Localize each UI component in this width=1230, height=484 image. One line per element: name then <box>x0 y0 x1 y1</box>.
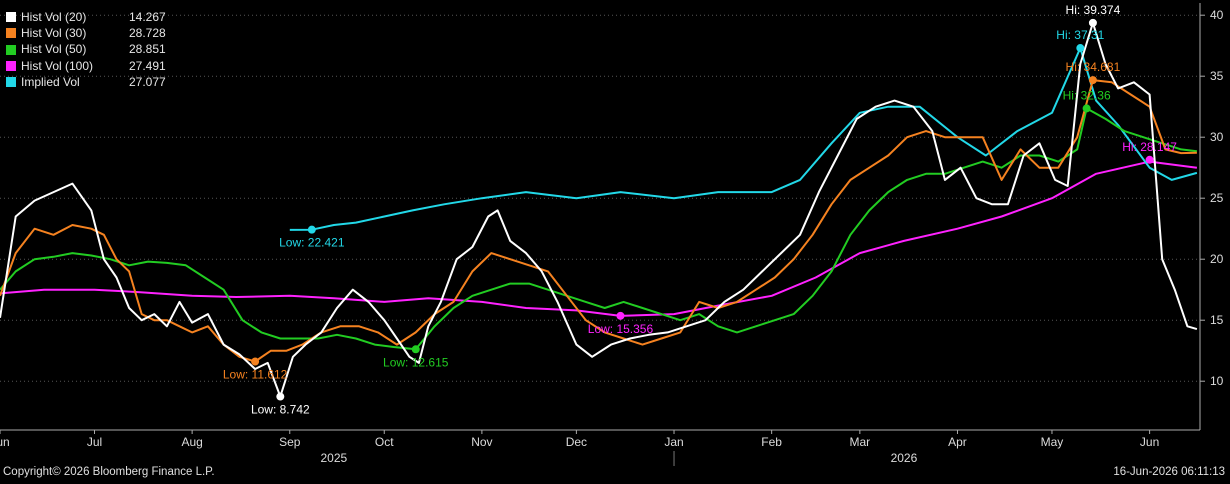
legend-item: Hist Vol (100) 27.491 <box>6 58 166 74</box>
legend-swatch <box>6 44 16 55</box>
annotation-label: Low: 11.612 <box>223 368 288 382</box>
legend-item: Hist Vol (20) 14.267 <box>6 9 166 25</box>
annotation-label: Hi: 34.681 <box>1066 60 1121 74</box>
x-tick-label: Jun <box>1140 435 1159 449</box>
x-tick-label: Feb <box>761 435 782 449</box>
annotation-marker <box>1088 18 1097 27</box>
legend-series-value: 14.267 <box>129 10 166 24</box>
y-tick-label: 20 <box>1210 252 1224 266</box>
x-tick-label: Sep <box>279 435 301 449</box>
annotation-marker <box>1088 76 1097 85</box>
annotation-label: Low: 22.421 <box>279 236 345 250</box>
legend-series-value: 28.728 <box>129 26 166 41</box>
annotation-label: Hi: 28.147 <box>1122 140 1177 154</box>
series-line-2 <box>0 79 1197 363</box>
legend-item: Implied Vol 27.077 <box>6 74 166 90</box>
series-line-3 <box>0 107 1198 351</box>
chart-legend: Hist Vol (20) 14.267 Hist Vol (30) 28.728 Hi… <box>6 9 166 90</box>
annotation-label: Low: 15.356 <box>588 322 654 336</box>
x-tick-label: Mar <box>850 435 871 449</box>
legend-series-name: Hist Vol (30) <box>21 26 87 41</box>
annotation-marker <box>1076 44 1085 53</box>
annotation-label: Low: 12.615 <box>383 355 449 369</box>
y-tick-label: 30 <box>1210 130 1224 144</box>
legend-swatch <box>6 76 16 87</box>
legend-series-name: Hist Vol (50) <box>21 42 87 57</box>
legend-swatch <box>6 60 16 71</box>
y-tick-label: 10 <box>1210 374 1224 388</box>
legend-series-name: Hist Vol (20) <box>21 10 87 24</box>
annotation-label: Hi: 39.374 <box>1066 3 1121 17</box>
legend-swatch <box>6 12 16 23</box>
annotation-marker <box>251 357 260 366</box>
series-line-1 <box>0 21 1198 398</box>
y-tick-label: 40 <box>1210 8 1224 22</box>
annotation-marker <box>411 345 420 354</box>
annotation-marker <box>307 225 316 234</box>
annotation-label: Hi: 37.31 <box>1056 28 1104 42</box>
x-tick-label: Jul <box>87 435 102 449</box>
x-tick-label: Jun <box>0 435 10 449</box>
copyright-text: Copyright© 2026 Bloomberg Finance L.P. <box>3 466 215 478</box>
x-tick-label: May <box>1041 435 1064 449</box>
series-line-4 <box>0 160 1198 317</box>
legend-item: Hist Vol (50) 28.851 <box>6 41 166 57</box>
y-tick-label: 15 <box>1210 313 1224 327</box>
legend-swatch <box>6 28 16 39</box>
x-tick-label: Dec <box>566 435 587 449</box>
annotation-marker <box>1082 104 1091 113</box>
x-tick-label: Oct <box>375 435 394 449</box>
legend-series-name: Hist Vol (100) <box>21 58 94 73</box>
timestamp-text: 16-Jun-2026 06:11:13 <box>1113 466 1225 478</box>
legend-item: Hist Vol (30) 28.728 <box>6 25 166 41</box>
x-tick-label: Jan <box>664 435 683 449</box>
x-tick-label: Apr <box>948 435 967 449</box>
year-label: 2026 <box>891 451 918 465</box>
annotation-marker <box>616 311 625 320</box>
annotation-marker <box>1145 155 1154 164</box>
x-tick-label: Nov <box>471 435 492 449</box>
y-tick-label: 35 <box>1210 69 1224 83</box>
series-line-5 <box>289 47 1198 231</box>
annotation-label: Hi: 32.36 <box>1063 88 1111 102</box>
legend-series-value: 27.491 <box>129 58 166 73</box>
year-label: 2025 <box>321 451 348 465</box>
legend-series-value: 28.851 <box>129 42 166 57</box>
y-tick-label: 25 <box>1210 191 1224 205</box>
annotation-marker <box>276 392 285 401</box>
annotation-label: Low: 8.742 <box>251 403 310 417</box>
x-tick-label: Aug <box>181 435 202 449</box>
legend-series-name: Implied Vol <box>21 74 80 89</box>
legend-series-value: 27.077 <box>129 74 166 89</box>
